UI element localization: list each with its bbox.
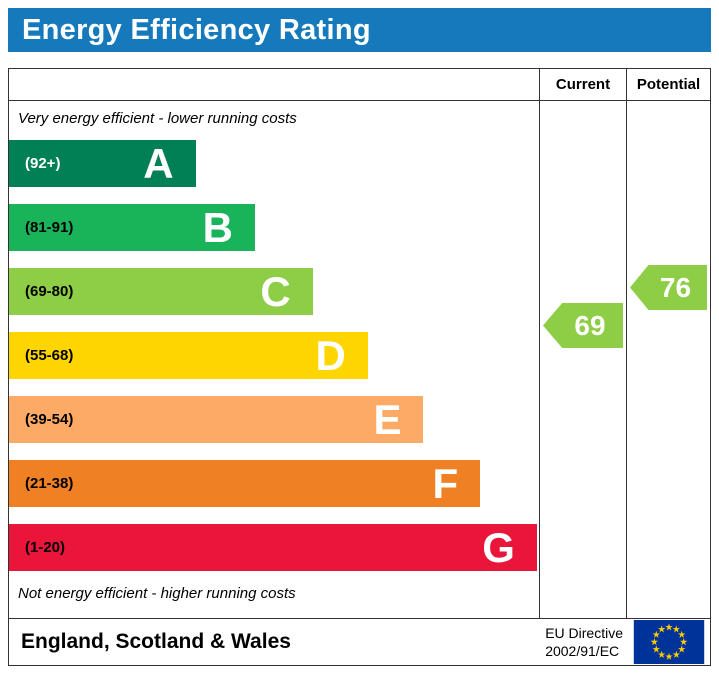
band-range-b: (81-91) xyxy=(25,219,74,236)
band-range-d: (55-68) xyxy=(25,347,74,364)
bottom-note: Not energy efficient - higher running co… xyxy=(18,585,296,602)
eu-directive-line1: EU Directive xyxy=(545,625,623,641)
band-row-b: (81-91) B xyxy=(9,204,539,251)
region-label: England, Scotland & Wales xyxy=(21,630,291,653)
band-letter-d: D xyxy=(315,331,346,379)
chart-body: Very energy efficient - lower running co… xyxy=(9,101,710,618)
band-range-g: (1-20) xyxy=(25,539,66,556)
current-rating-value: 69 xyxy=(574,309,606,341)
potential-column: 76 xyxy=(626,101,710,618)
band-letter-b: B xyxy=(202,203,233,251)
band-bar-d: (55-68) D xyxy=(9,332,368,379)
band-letter-c: C xyxy=(260,267,291,315)
eu-flag-icon xyxy=(633,620,705,664)
current-column-header: Current xyxy=(539,69,626,100)
top-note: Very energy efficient - lower running co… xyxy=(18,110,297,127)
band-letter-f: F xyxy=(432,459,459,507)
band-range-f: (21-38) xyxy=(25,475,74,492)
band-bar-a: (92+) A xyxy=(9,140,196,187)
potential-column-header: Potential xyxy=(626,69,710,100)
band-range-a: (92+) xyxy=(25,155,61,172)
title-bar: Energy Efficiency Rating xyxy=(8,8,711,52)
band-range-e: (39-54) xyxy=(25,411,74,428)
band-letter-a: A xyxy=(143,139,174,187)
band-bar-f: (21-38) F xyxy=(9,459,481,507)
potential-rating-value: 76 xyxy=(659,271,692,303)
band-bar-c: (69-80) C xyxy=(9,268,313,315)
potential-rating-arrow: 76 xyxy=(630,265,707,310)
band-row-d: (55-68) D xyxy=(9,332,539,379)
current-rating-arrow: 69 xyxy=(543,303,623,348)
eu-directive-line2: 2002/91/EC xyxy=(545,643,620,659)
band-row-a: (92+) A xyxy=(9,140,539,187)
energy-efficiency-chart: Current Potential Very energy efficient … xyxy=(8,68,711,666)
chart-header: Current Potential xyxy=(9,69,710,101)
current-column: 69 xyxy=(539,101,626,618)
chart-footer: England, Scotland & Wales EU Directive 2… xyxy=(9,618,710,665)
band-letter-g: G xyxy=(482,523,515,571)
page-title: Energy Efficiency Rating xyxy=(22,13,371,46)
band-row-g: (1-20) G xyxy=(9,524,539,571)
band-row-f: (21-38) F xyxy=(9,460,539,507)
band-bar-e: (39-54) E xyxy=(9,395,424,443)
chart-header-spacer xyxy=(9,69,539,100)
band-range-c: (69-80) xyxy=(25,283,74,300)
band-row-e: (39-54) E xyxy=(9,396,539,443)
band-bar-g: (1-20) G xyxy=(9,524,537,571)
band-bar-b: (81-91) B xyxy=(9,204,255,251)
eu-directive-text: EU Directive 2002/91/EC xyxy=(545,624,623,660)
band-row-c: (69-80) C xyxy=(9,268,539,315)
rating-bands: Very energy efficient - lower running co… xyxy=(9,101,539,618)
band-letter-e: E xyxy=(373,395,402,443)
